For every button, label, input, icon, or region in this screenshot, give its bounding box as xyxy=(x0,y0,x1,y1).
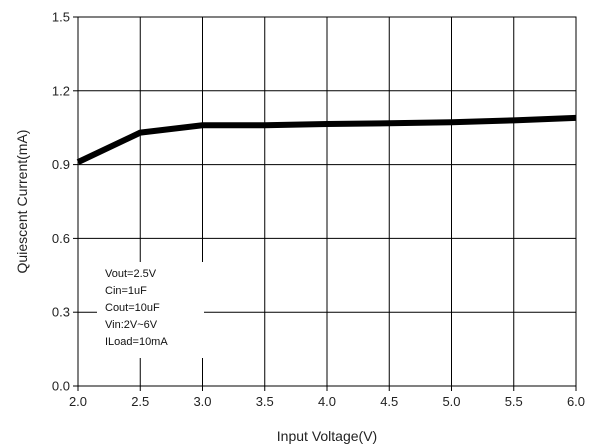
x-tick-label: 3.0 xyxy=(193,394,211,409)
annotation-line: Vout=2.5V xyxy=(105,268,157,280)
y-tick-label: 1.5 xyxy=(52,10,70,25)
x-tick-label: 3.5 xyxy=(256,394,274,409)
y-axis-title: Quiescent Current(mA) xyxy=(14,130,30,274)
x-tick-label: 5.5 xyxy=(505,394,523,409)
y-tick-label: 0.9 xyxy=(52,157,70,172)
x-axis-title: Input Voltage(V) xyxy=(277,428,377,444)
annotation-line: Cout=10uF xyxy=(105,302,160,314)
y-tick-labels: 0.0 0.3 0.6 0.9 1.2 1.5 xyxy=(52,10,70,394)
annotation-background xyxy=(97,262,204,358)
y-tick-label: 0.3 xyxy=(52,305,70,320)
y-tick-label: 0.0 xyxy=(52,379,70,394)
series-line xyxy=(76,114,577,165)
annotation-line: Cin=1uF xyxy=(105,285,147,297)
test-conditions-box: Vout=2.5V Cin=1uF Cout=10uF Vin:2V~6V ILoad=… xyxy=(97,262,204,358)
y-tick-label: 0.6 xyxy=(52,231,70,246)
x-tick-label: 4.0 xyxy=(318,394,336,409)
x-tick-label: 5.0 xyxy=(442,394,460,409)
y-tick-label: 1.2 xyxy=(52,83,70,98)
plot-frame xyxy=(77,16,577,387)
x-tick-labels: 2.0 2.5 3.0 3.5 4.0 4.5 5.0 5.5 6.0 xyxy=(69,394,585,409)
x-tick-label: 6.0 xyxy=(567,394,585,409)
annotation-line: Vin:2V~6V xyxy=(105,319,158,331)
x-tick-label: 4.5 xyxy=(380,394,398,409)
annotation-line: ILoad=10mA xyxy=(105,336,168,348)
series-layer xyxy=(76,114,577,165)
x-tick-label: 2.5 xyxy=(131,394,149,409)
grid-lines xyxy=(73,16,577,391)
x-tick-label: 2.0 xyxy=(69,394,87,409)
